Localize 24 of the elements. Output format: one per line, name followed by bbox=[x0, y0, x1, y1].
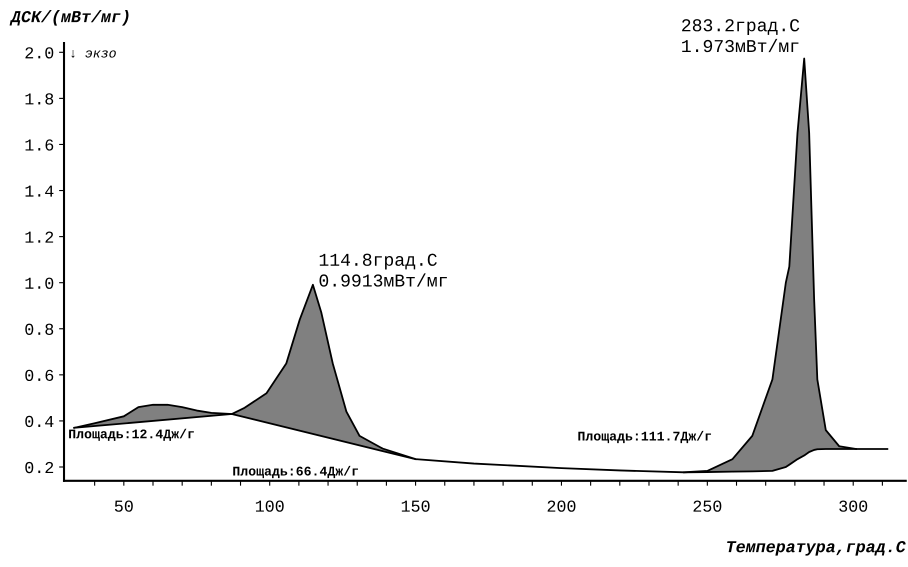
annotation: Площадь:111.7Дж/г bbox=[578, 430, 712, 444]
x-tick-label: 300 bbox=[839, 500, 868, 512]
x-tick-label: 150 bbox=[402, 500, 430, 512]
y-tick-label: 1.2 bbox=[25, 232, 54, 243]
x-tick-label: 200 bbox=[548, 500, 576, 512]
y-tick-label: 2.0 bbox=[25, 47, 54, 59]
annotation: Площадь:12.4Дж/г bbox=[69, 428, 194, 441]
y-tick-label: 1.6 bbox=[25, 139, 54, 151]
annotation: ↓ экзо bbox=[71, 50, 116, 58]
y-tick-label: 1.8 bbox=[25, 93, 54, 105]
y-tick-label: 1.0 bbox=[25, 278, 54, 289]
annotation: 283.2град.С 1.973мВт/мг bbox=[682, 19, 800, 52]
x-tick-label: 250 bbox=[694, 500, 722, 512]
y-tick-label: 0.2 bbox=[25, 462, 54, 474]
y-axis-title: ДСК/(мВт/мг) bbox=[10, 10, 128, 26]
x-axis-title: Температура,град.С bbox=[727, 541, 906, 556]
x-tick-label: 50 bbox=[114, 500, 133, 512]
x-tick-label: 100 bbox=[256, 500, 284, 512]
annotation: 114.8град.С 0.9913мВт/мг bbox=[320, 254, 447, 287]
y-tick-label: 0.8 bbox=[25, 324, 54, 335]
annotation: Площадь:66.4Дж/г bbox=[233, 466, 358, 478]
y-tick-label: 0.6 bbox=[25, 370, 54, 382]
y-tick-label: 1.4 bbox=[25, 186, 54, 197]
y-tick-label: 0.4 bbox=[25, 416, 54, 428]
